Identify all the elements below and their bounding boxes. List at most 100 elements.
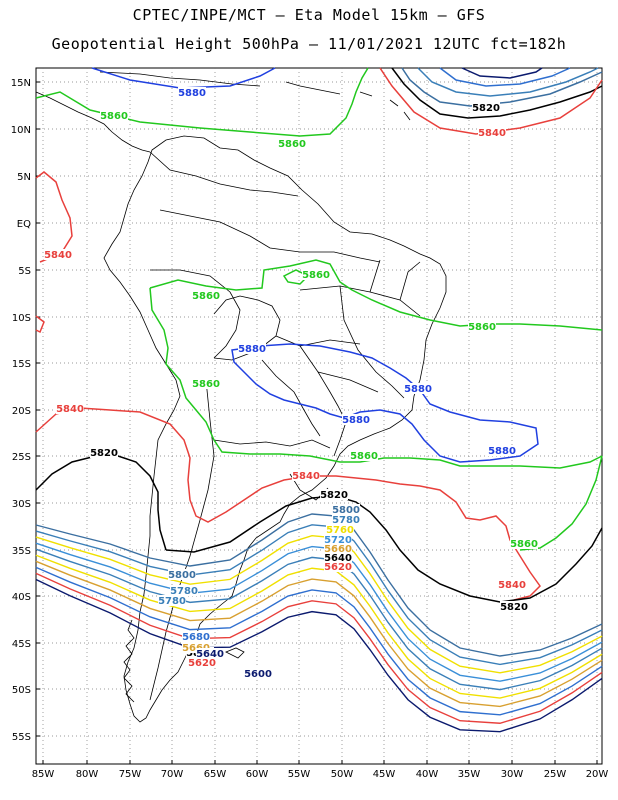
contour-label: 5860 [468,322,496,333]
border-argentina-chile [149,379,215,701]
contour-5820-north [391,67,603,119]
contour-5840-central [35,407,541,601]
contour-5820-south [165,495,603,603]
lat-label: 15S [12,359,31,370]
contour-label: 5860 [510,539,538,550]
contour-label-bg [320,489,348,500]
contour-label: 5880 [178,88,206,99]
contour-label: 5620 [324,562,352,573]
contour-5840-north [379,67,603,135]
contour-label: 5820 [472,103,500,114]
map-frame [35,67,603,765]
lat-label: 5S [18,266,31,277]
contour-5680 [35,560,603,708]
lat-label: EQ [17,219,31,230]
lat-label: 10S [12,313,31,324]
lat-label: 25S [12,452,31,463]
contour-label-bg [488,445,516,456]
contour-label-bg [468,321,496,332]
contour-label-bg [324,543,352,554]
contour-label: 5880 [488,446,516,457]
contour-label: 5880 [404,384,432,395]
contour-label: 5760 [326,525,354,536]
contour-5660 [35,566,603,716]
contour-label-bg [100,110,128,121]
contour-high-ring-1 [401,67,603,107]
contour-5640 [35,572,603,724]
map-title-line-2: Geopotential Height 500hPa – 11/01/2021 … [51,35,567,53]
contour-high-ring-3 [439,67,571,87]
contour-5620 [35,578,603,733]
contour-label: 5840 [44,250,72,261]
contour-label-bg [302,269,330,280]
contour-label-bg [182,642,210,653]
coastline-central-america [35,91,151,153]
lat-label: 35S [12,546,31,557]
lon-label: 20W [586,769,609,780]
contour-label: 5860 [100,111,128,122]
lon-label: 55W [288,769,311,780]
contour-label-bg [342,414,370,425]
contour-label-bg [238,343,266,354]
contour-label-bg [178,87,206,98]
lon-label: 65W [204,769,227,780]
contour-label-bg [500,601,528,612]
contour-label-bg [90,447,118,458]
contour-label: 5840 [292,471,320,482]
contour-label: 5840 [498,580,526,591]
contour-label-bg [324,561,352,572]
contour-labels: 5880586058605820584058405860586058805860… [44,87,538,680]
lat-label: 15N [11,78,31,89]
contour-label-bg [332,514,360,525]
lon-label: 85W [32,769,55,780]
lat-label: 40S [12,592,31,603]
contour-5860-west-loop [149,287,603,469]
coastline-chile-south [123,619,135,703]
contour-label: 5640 [324,553,352,564]
contour-label: 5800 [168,570,196,581]
border-peru-brazil [150,269,241,359]
contour-label: 5660 [324,544,352,555]
border-paraguay [261,359,321,437]
contour-label-bg [472,102,500,113]
contour-label-bg [332,504,360,515]
lon-label: 40W [416,769,439,780]
lon-label: 80W [76,769,99,780]
contour-label-bg [158,595,186,606]
contour-label-bg [404,383,432,394]
lon-label: 70W [161,769,184,780]
contour-label: 5840 [478,128,506,139]
lat-label: 55S [12,732,31,743]
contour-label: 5640 [196,649,224,660]
contour-label: 5840 [56,404,84,415]
lon-label: 30W [501,769,524,780]
contour-label: 5800 [332,505,360,516]
contour-label-bg [278,138,306,149]
contour-label-bg [182,631,210,642]
border-argentina-north [213,439,331,449]
contour-label-bg [56,403,84,414]
border-bolivia [213,295,281,361]
contour-high-ring-2 [417,67,599,97]
lon-label: 45W [373,769,396,780]
contour-label: 5880 [342,415,370,426]
contour-5860-north [35,67,369,137]
contour-label: 5780 [170,586,198,597]
lat-label: 50S [12,685,31,696]
contour-label-bg [326,524,354,535]
lat-label: 30S [12,499,31,510]
contour-label: 5860 [302,270,330,281]
lon-label: 35W [458,769,481,780]
longitude-labels: 85W 80W 75W 70W 65W 60W 55W 50W 45W 40W 35W 30W 25W 2… [32,760,609,780]
lat-label: 20S [12,406,31,417]
contour-label-bg [324,534,352,545]
map-title-line-1: CPTEC/INPE/MCT – Eta Model 15km – GFS [132,6,486,24]
contour-label: 5780 [332,515,360,526]
contour-label-bg [244,668,272,679]
contour-label: 5720 [324,535,352,546]
border-colombia-venezuela [149,151,299,197]
contour-label: 5680 [182,632,210,643]
contour-label-bg [350,450,378,461]
contour-label: 5880 [238,344,266,355]
